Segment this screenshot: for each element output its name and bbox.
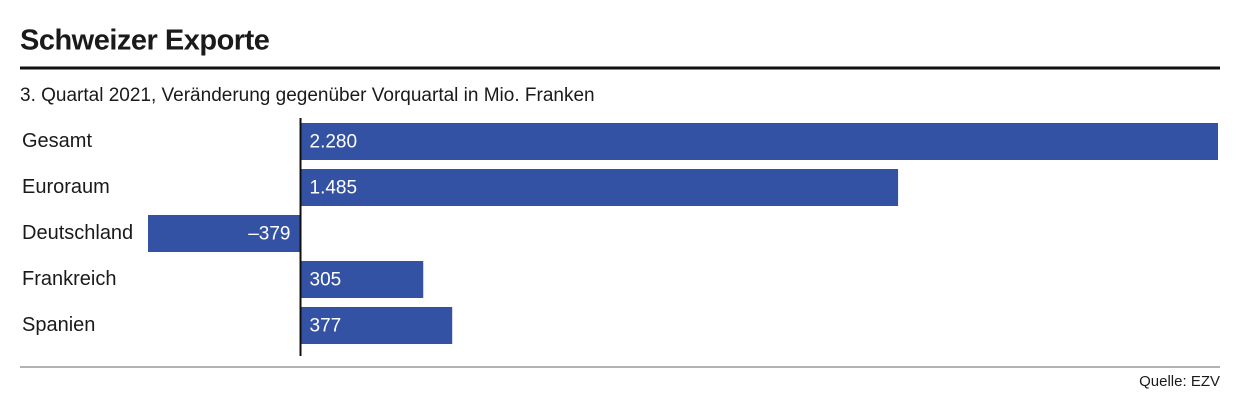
category-label: Frankreich xyxy=(22,268,116,290)
value-label: –379 xyxy=(248,224,290,245)
value-label: 1.485 xyxy=(310,178,358,199)
category-label: Gesamt xyxy=(22,130,92,152)
bar xyxy=(300,307,453,344)
chart-title: Schweizer Exporte xyxy=(20,25,270,57)
source: Quelle: EZV xyxy=(1139,373,1220,390)
chart-subtitle: 3. Quartal 2021, Veränderung gegenüber V… xyxy=(20,85,595,106)
category-label: Euroraum xyxy=(22,176,110,198)
bar xyxy=(300,169,899,206)
value-label: 305 xyxy=(310,270,342,291)
value-label: 2.280 xyxy=(310,132,358,153)
category-label: Deutschland xyxy=(22,222,133,244)
bar xyxy=(300,261,424,298)
bar xyxy=(300,123,1219,160)
bar xyxy=(148,215,301,252)
value-label: 377 xyxy=(310,316,342,337)
category-label: Spanien xyxy=(22,314,95,336)
